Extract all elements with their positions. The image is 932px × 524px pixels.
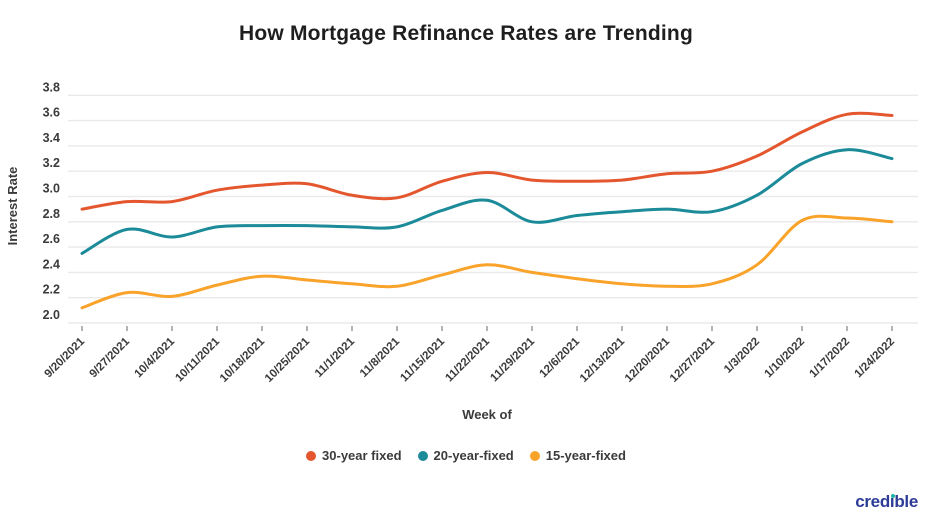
legend-item: 20-year-fixed <box>417 448 514 463</box>
y-tick-labels: 3.8 3.6 3.4 3.2 3.0 2.8 2.6 2.4 2.2 2.0 <box>43 80 60 322</box>
credible-logo-i-dot <box>891 494 896 498</box>
legend-marker-icon <box>306 450 317 461</box>
x-tick-label: 12/6/2021 <box>537 335 582 380</box>
x-tick-label: 10/4/2021 <box>132 335 177 380</box>
x-tick-label: 11/1/2021 <box>313 335 358 380</box>
x-axis-title: Week of <box>462 407 512 422</box>
x-tick-label: 12/13/2021 <box>578 335 628 385</box>
chart-title: How Mortgage Refinance Rates are Trendin… <box>239 22 693 45</box>
legend-item: 30-year fixed <box>306 448 402 463</box>
y-tick-label: 3.8 <box>43 80 60 94</box>
y-tick-label: 2.0 <box>43 308 60 322</box>
x-tick-label: 1/10/2022 <box>762 336 807 381</box>
chart-legend: 30-year fixed 20-year-fixed 15-year-fixed <box>0 448 932 463</box>
y-axis-title: Interest Rate <box>5 167 20 246</box>
x-tick-label: 1/24/2022 <box>852 336 897 381</box>
x-tick-labels: 9/20/2021 9/27/2021 10/4/202110/11/202110/… <box>42 335 897 385</box>
x-tick-label: 11/8/2021 <box>358 335 403 380</box>
y-tick-label: 2.6 <box>43 232 60 246</box>
legend-marker-icon <box>417 450 428 461</box>
series-line-20-year-fixed <box>80 148 894 255</box>
x-tick-label: 10/25/2021 <box>263 335 313 385</box>
x-tick-label: 9/27/2021 <box>87 335 132 380</box>
x-tick-label: 11/22/2021 <box>443 335 492 384</box>
y-tick-label: 3.2 <box>43 156 60 170</box>
legend-label: 30-year fixed <box>322 448 402 463</box>
x-tick-label: 12/27/2021 <box>668 335 718 385</box>
x-tick-marks <box>81 326 893 331</box>
y-tick-label: 2.2 <box>43 283 60 297</box>
y-tick-label: 3.4 <box>43 131 60 145</box>
credible-logo: credible <box>855 492 918 512</box>
legend-label: 20-year-fixed <box>433 448 514 463</box>
x-tick-label: 10/11/2021 <box>173 335 222 384</box>
y-tick-label: 2.8 <box>43 207 60 221</box>
y-tick-label: 3.0 <box>43 182 60 196</box>
legend-item: 15-year-fixed <box>529 448 626 463</box>
series-line-15-year-fixed <box>80 214 894 310</box>
x-tick-label: 9/20/2021 <box>42 335 87 380</box>
y-tick-label: 2.4 <box>43 257 60 271</box>
legend-label: 15-year-fixed <box>545 448 626 463</box>
series-line-30-year-fixed <box>80 111 894 211</box>
x-tick-label: 11/29/2021 <box>488 335 537 384</box>
credible-logo-text: credible <box>855 492 918 511</box>
y-tick-label: 3.6 <box>43 106 60 120</box>
x-tick-label: 12/20/2021 <box>623 335 673 385</box>
y-gridlines <box>68 94 918 324</box>
x-tick-label: 10/18/2021 <box>218 335 268 385</box>
x-tick-label: 1/3/2022 <box>722 336 762 376</box>
legend-marker-icon <box>529 450 540 461</box>
x-tick-label: 11/15/2021 <box>398 335 447 384</box>
x-tick-label: 1/17/2022 <box>807 336 852 381</box>
